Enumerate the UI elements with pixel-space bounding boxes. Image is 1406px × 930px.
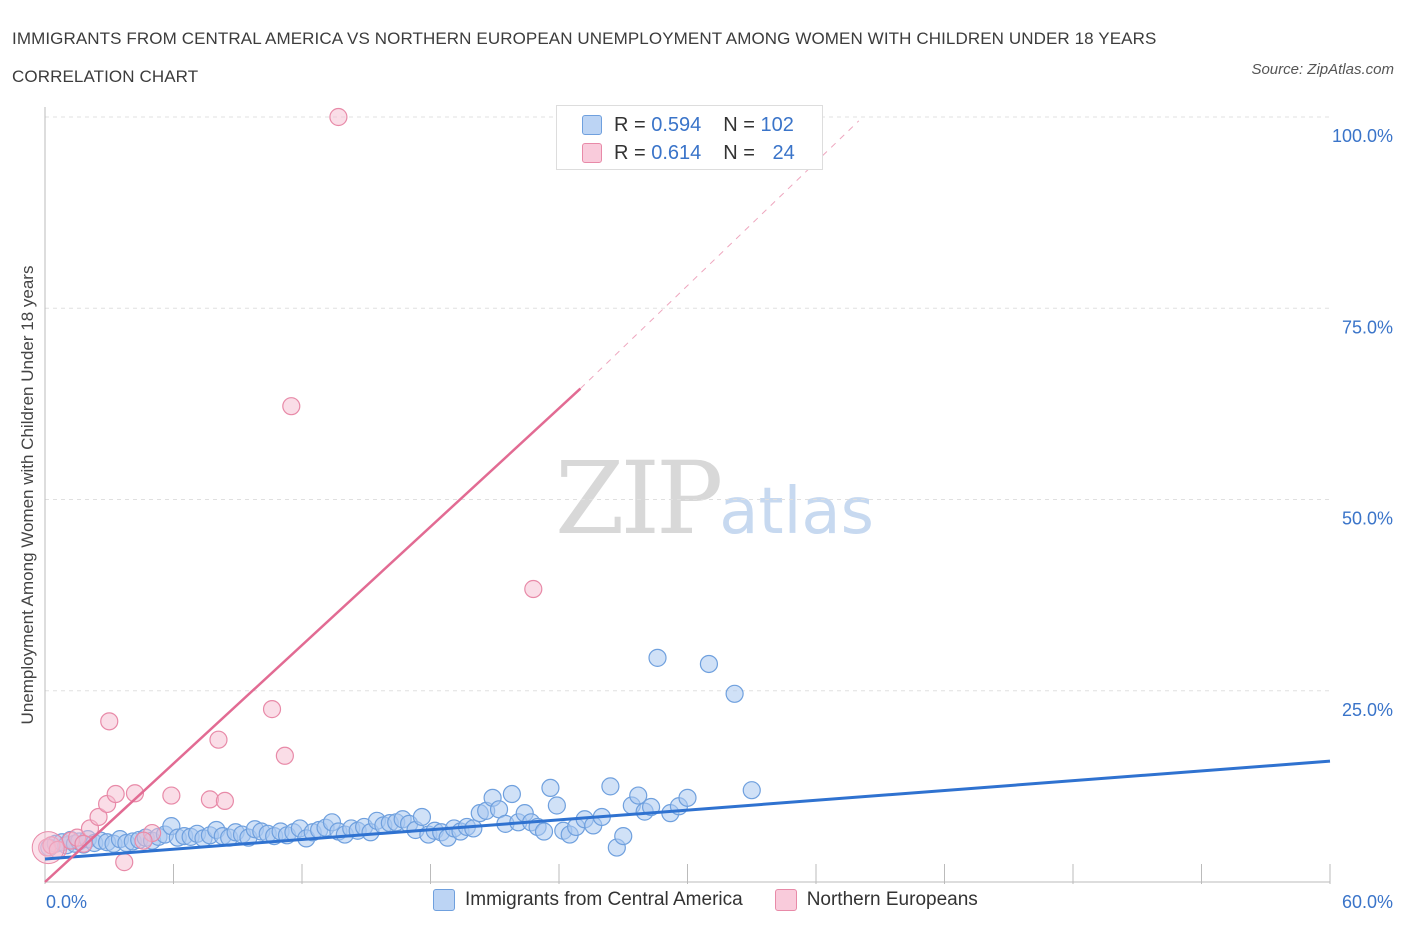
legend-label: Immigrants from Central America (465, 889, 743, 910)
data-point-northern-europeans (215, 791, 234, 811)
data-point-northern-europeans (200, 790, 220, 809)
data-point-northern-europeans (100, 712, 119, 731)
watermark-zip: ZIP (555, 440, 723, 557)
y-tick-label: 50.0% (1342, 509, 1393, 529)
blue-swatch (433, 889, 455, 911)
data-point-northern-europeans (115, 853, 134, 872)
data-point-northern-europeans (275, 746, 294, 765)
n-label: N = (723, 113, 761, 136)
data-point-northern-europeans (125, 784, 145, 803)
data-point-northern-europeans (524, 579, 543, 599)
y-tick-label: 75.0% (1342, 317, 1393, 337)
data-point-northern-europeans (106, 784, 125, 804)
data-point-central-america (464, 819, 483, 838)
data-point-central-america (547, 796, 566, 815)
data-point-central-america (629, 786, 648, 805)
n-value: 102 (760, 113, 794, 136)
y-tick-label: 25.0% (1342, 700, 1393, 720)
chart-title: IMMIGRANTS FROM CENTRAL AMERICA VS NORTH… (12, 29, 1157, 86)
stats-legend-row-blue: R = 0.594 N = 102 (582, 110, 794, 140)
r-value: 0.594 (651, 113, 702, 136)
pink-swatch (582, 143, 602, 163)
data-point-central-america (614, 826, 633, 846)
data-point-northern-europeans (209, 730, 228, 749)
data-point-central-america (699, 654, 719, 674)
data-point-central-america (601, 777, 620, 796)
data-point-central-america (678, 788, 697, 807)
watermark: ZIPatlas (555, 440, 874, 557)
data-point-central-america (412, 807, 432, 827)
blue-swatch (582, 115, 602, 135)
data-point-northern-europeans (74, 834, 93, 853)
r-label: R = (614, 113, 652, 136)
data-point-northern-europeans (134, 831, 153, 850)
data-point-northern-europeans (89, 807, 108, 827)
trendline-central-america (44, 759, 1331, 861)
stats-legend-row-pink: R = 0.614 N = 24 (582, 138, 795, 168)
legend-item-central-america[interactable]: Immigrants from Central America (433, 889, 743, 911)
stats-legend: R = 0.594 N = 102 R = 0.614 N = 24 (556, 105, 823, 170)
data-point-central-america (742, 781, 761, 800)
y-tick-label: 100.0% (1332, 126, 1393, 146)
x-tick-label: 60.0% (1342, 892, 1393, 912)
x-tick-label: 0.0% (46, 892, 87, 912)
n-label: N = (723, 141, 761, 164)
data-point-northern-europeans (162, 786, 181, 805)
r-label: R = (614, 141, 652, 164)
data-point-northern-europeans (262, 700, 282, 719)
data-point-central-america (541, 778, 560, 798)
legend-item-northern-europeans[interactable]: Northern Europeans (774, 889, 978, 911)
data-point-central-america (648, 648, 667, 667)
y-axis-title: Unemployment Among Women with Children U… (18, 266, 37, 725)
pink-swatch (774, 889, 797, 911)
watermark-atlas: atlas (719, 475, 874, 549)
n-value: 24 (772, 141, 795, 164)
trendline-extension-northern-europeans (580, 120, 860, 389)
data-point-central-america (502, 784, 521, 804)
data-point-central-america (534, 822, 554, 841)
data-point-northern-europeans (329, 107, 348, 127)
data-point-northern-europeans (282, 397, 301, 416)
trendline-northern-europeans (44, 387, 582, 883)
legend-label: Northern Europeans (806, 889, 978, 910)
data-point-cluster (31, 831, 65, 865)
r-value: 0.614 (651, 141, 702, 164)
data-point-central-america (725, 684, 744, 703)
source-label: Source: ZipAtlas.com (1251, 61, 1394, 78)
series-legend: Immigrants from Central America Northern… (433, 889, 1010, 911)
